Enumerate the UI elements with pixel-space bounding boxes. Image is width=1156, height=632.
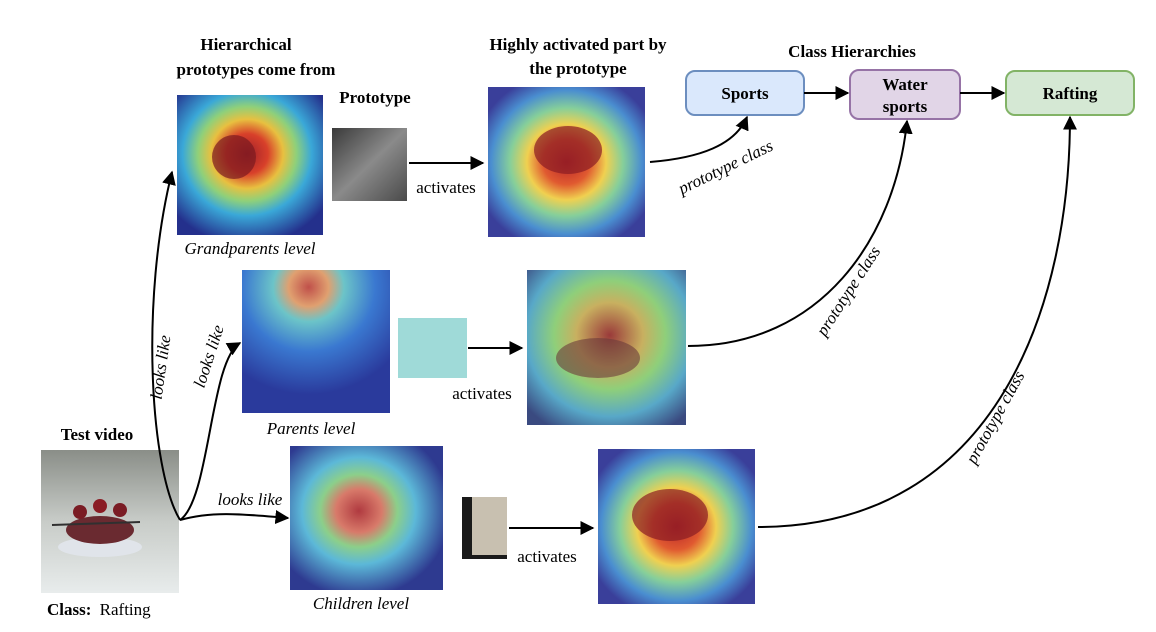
activates-label-3: activates [517,547,576,566]
heading-prototype: Prototype [339,88,411,107]
grandparents-heatmap-image [177,95,323,235]
arrow-looks-like-children [179,510,290,524]
prototype-class-label-2: prototype class [812,242,885,340]
activated-heatmap-1 [488,87,645,237]
looks-like-label-1: looks like [147,333,175,400]
class-box-water-sports: Water sports [849,69,961,120]
class-label-value: Rafting [100,600,151,619]
test-video-image [41,450,179,593]
prototype-patch-children [462,497,507,559]
heading-highly-activated-line2: the prototype [529,59,627,78]
activates-label-2: activates [452,384,511,403]
class-box-rafting: Rafting [1005,70,1135,116]
heading-class-hierarchies: Class Hierarchies [788,42,916,61]
grandparents-level-label: Grandparents level [184,239,315,258]
arrow-prototype-class-sports [649,115,749,163]
activated-heatmap-2 [527,270,686,425]
class-box-water-sports-label-line1: Water [882,75,928,94]
prototype-class-label-1: prototype class [674,136,776,199]
prototype-patch-parents [398,318,467,378]
class-label: Class: Rafting [47,600,151,619]
activates-label-1: activates [416,178,475,197]
children-heatmap-image [290,446,443,590]
class-box-sports-label: Sports [721,84,769,103]
class-label-prefix: Class: [47,600,91,619]
prototype-class-label-3: prototype class [961,367,1028,467]
class-box-rafting-label: Rafting [1043,84,1098,103]
class-box-sports: Sports [685,70,805,116]
heading-test-video: Test video [61,425,134,444]
arrow-prototype-class-rafting [757,115,1077,528]
activated-heatmap-3 [598,449,755,604]
children-level-label: Children level [313,594,409,613]
arrow-looks-like-parents [179,342,242,521]
looks-like-label-2: looks like [190,322,228,390]
parents-heatmap-image [242,270,390,413]
class-box-water-sports-label-line2: sports [883,97,928,116]
prototype-patch-grandparents [332,128,407,201]
heading-highly-activated-line1: Highly activated part by [489,35,667,54]
looks-like-label-3: looks like [218,490,283,509]
heading-hierarchical-line1: Hierarchical [200,35,292,54]
arrow-prototype-class-water-sports [687,119,913,347]
arrow-looks-like-grandparents [151,170,181,521]
parents-level-label: Parents level [266,419,356,438]
heading-hierarchical-line2: prototypes come from [177,60,336,79]
